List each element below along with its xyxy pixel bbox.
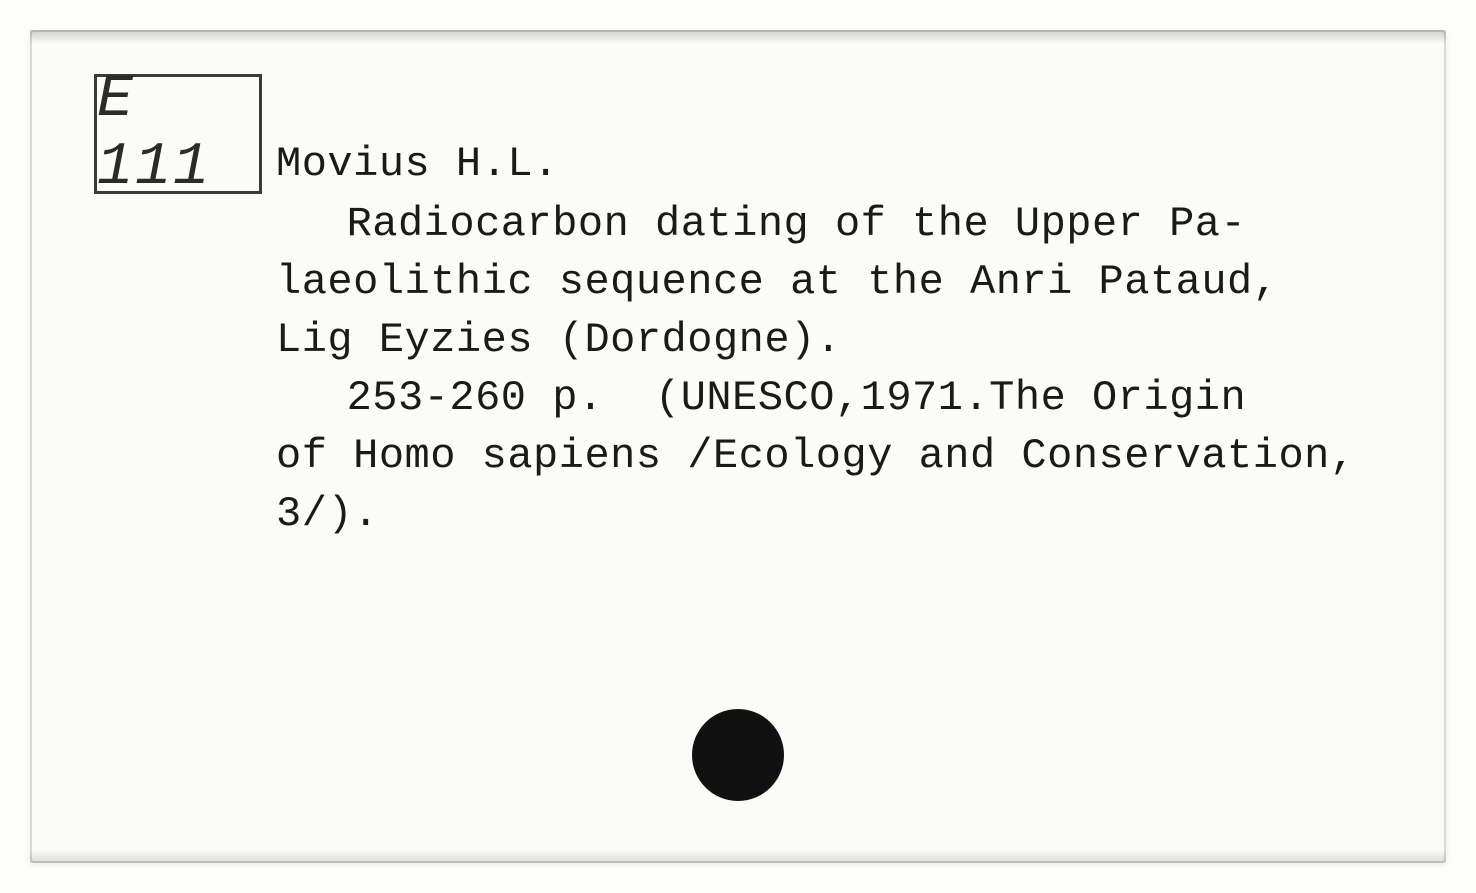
publication-line-3: 3/). <box>276 490 379 538</box>
author-line: Movius H.L. <box>276 136 1394 194</box>
title-line-2: laeolithic sequence at the Anri Pataud, <box>276 258 1278 306</box>
call-number-box: E 111 <box>94 74 262 194</box>
publication-line-1: 253-260 p. (UNESCO,1971.The Origin <box>347 374 1247 422</box>
call-number-text: E 111 <box>97 66 259 202</box>
punch-hole <box>692 709 784 801</box>
top-edge-shadow <box>30 30 1446 44</box>
catalog-card: E 111 Movius H.L. Radiocarbon dating of … <box>30 30 1446 863</box>
card-content: Movius H.L. Radiocarbon dating of the Up… <box>276 136 1394 544</box>
title-block: Radiocarbon dating of the Upper Pa- laeo… <box>276 196 1394 544</box>
publication-line-2: of Homo sapiens /Ecology and Conservatio… <box>276 432 1356 480</box>
title-line-3: Lig Eyzies (Dordogne). <box>276 316 842 364</box>
bottom-edge-shadow <box>30 849 1446 863</box>
title-line-1: Radiocarbon dating of the Upper Pa- <box>347 200 1247 248</box>
